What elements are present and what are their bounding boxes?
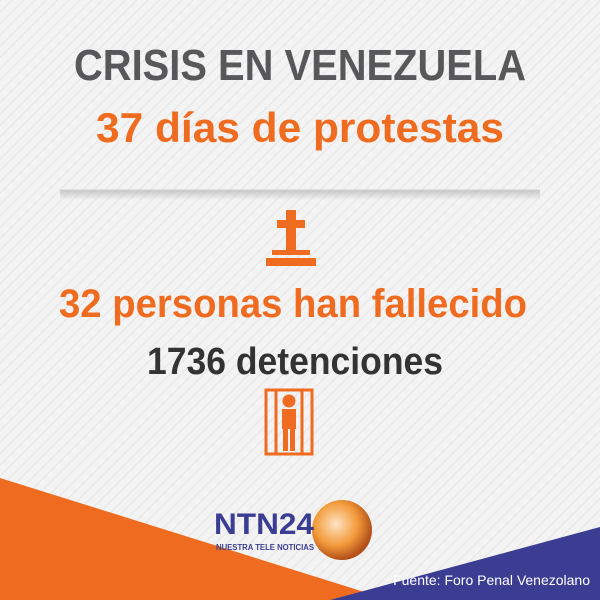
title: CRISIS EN VENEZUELA <box>74 41 526 90</box>
logo-name: NTN24 <box>214 508 314 541</box>
logo: NTN24 NUESTRA TELE NOTICIAS <box>214 500 372 560</box>
blue-band <box>330 527 600 600</box>
logo-tagline: NUESTRA TELE NOTICIAS <box>216 543 315 552</box>
logo-globe <box>312 500 372 560</box>
divider-shadow <box>60 190 540 200</box>
detentions-stat: 1736 detenciones <box>147 341 443 383</box>
subtitle: 37 días de protestas <box>96 104 504 151</box>
cross-icon <box>266 210 316 266</box>
deaths-stat: 32 personas han fallecido <box>59 282 527 326</box>
prison-icon <box>264 388 314 456</box>
source: Fuente: Foro Penal Venezolano <box>393 572 590 588</box>
orange-band <box>0 478 390 600</box>
